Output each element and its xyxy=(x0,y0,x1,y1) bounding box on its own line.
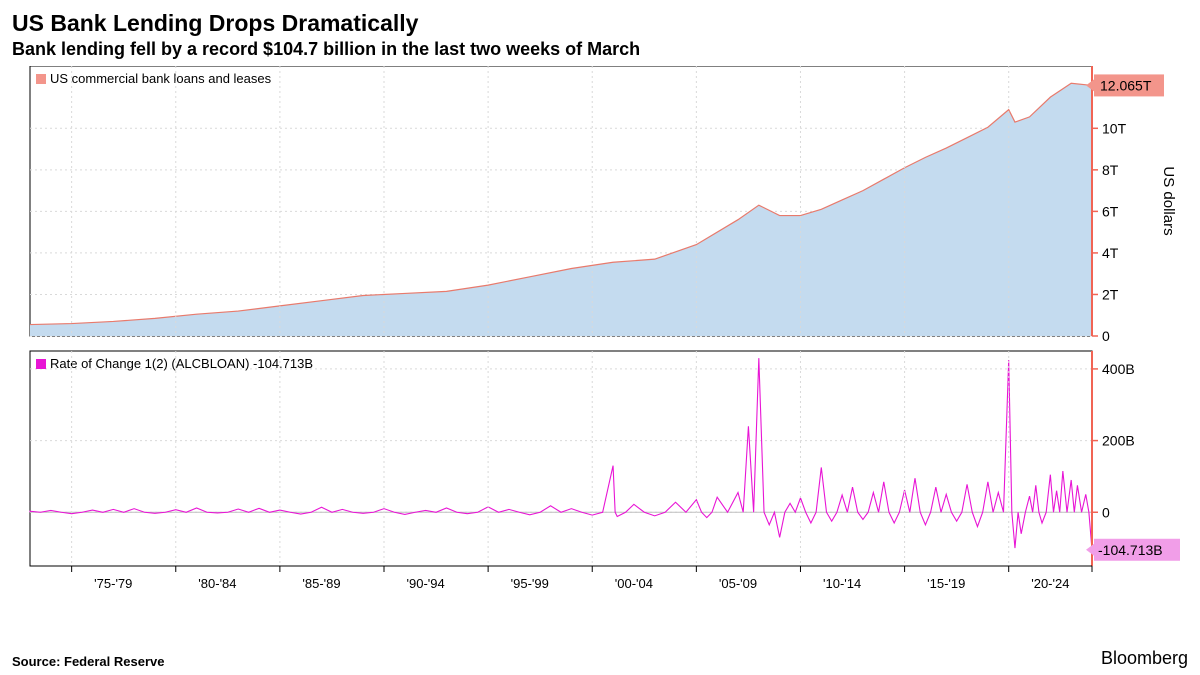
svg-text:'90-'94: '90-'94 xyxy=(407,576,445,591)
svg-text:Rate of Change 1(2) (ALCBLOAN): Rate of Change 1(2) (ALCBLOAN) -104.713B xyxy=(50,356,313,371)
svg-text:'95-'99: '95-'99 xyxy=(511,576,549,591)
svg-text:'85-'89: '85-'89 xyxy=(302,576,340,591)
svg-text:4T: 4T xyxy=(1102,245,1119,261)
svg-text:US dollars: US dollars xyxy=(1160,166,1177,235)
svg-text:'00-'04: '00-'04 xyxy=(615,576,653,591)
svg-text:400B: 400B xyxy=(1102,361,1135,377)
svg-text:0: 0 xyxy=(1102,328,1110,344)
chart-subtitle: Bank lending fell by a record $104.7 bil… xyxy=(12,39,1188,60)
source-label: Source: Federal Reserve xyxy=(12,654,164,669)
chart-svg: 0 2T 4T 6T 8T 10T US dollars 12.065T US commerci… xyxy=(12,66,1188,621)
svg-text:10T: 10T xyxy=(1102,120,1127,136)
svg-text:0: 0 xyxy=(1102,504,1110,520)
svg-text:-104.713B: -104.713B xyxy=(1098,542,1163,558)
svg-text:'80-'84: '80-'84 xyxy=(198,576,236,591)
svg-text:'10-'14: '10-'14 xyxy=(823,576,861,591)
svg-text:6T: 6T xyxy=(1102,203,1119,219)
svg-text:8T: 8T xyxy=(1102,162,1119,178)
svg-text:'75-'79: '75-'79 xyxy=(94,576,132,591)
svg-text:12.065T: 12.065T xyxy=(1100,77,1152,93)
chart-title: US Bank Lending Drops Dramatically xyxy=(12,10,1188,37)
svg-text:200B: 200B xyxy=(1102,433,1135,449)
svg-text:'20-'24: '20-'24 xyxy=(1031,576,1069,591)
svg-text:'05-'09: '05-'09 xyxy=(719,576,757,591)
svg-text:'15-'19: '15-'19 xyxy=(927,576,965,591)
svg-text:2T: 2T xyxy=(1102,286,1119,302)
brand-label: Bloomberg xyxy=(1101,648,1188,669)
svg-text:US commercial bank loans and l: US commercial bank loans and leases xyxy=(50,71,272,86)
charts-area: 0 2T 4T 6T 8T 10T US dollars 12.065T US commerci… xyxy=(12,66,1188,621)
